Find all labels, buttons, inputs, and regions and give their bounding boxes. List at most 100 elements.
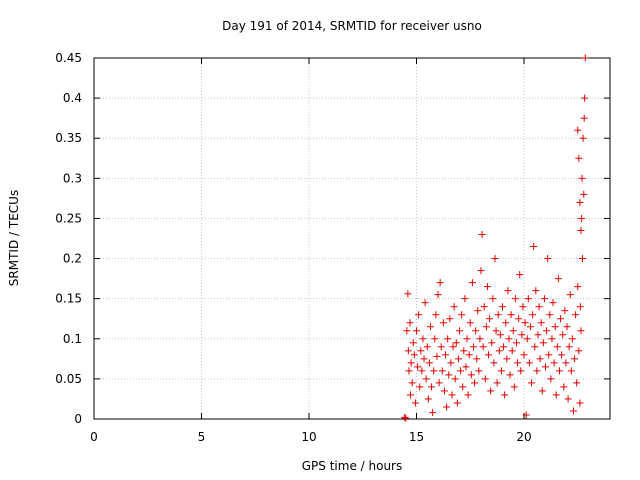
data-point [515,315,523,323]
data-point [448,391,456,399]
data-point [490,359,498,367]
data-point [468,279,476,287]
data-point [561,307,569,315]
data-point [562,359,570,367]
data-point [579,134,587,142]
data-point [525,359,533,367]
data-point [466,319,474,327]
data-point [421,299,429,307]
data-point [406,319,414,327]
data-point [569,407,577,415]
data-point [551,323,559,331]
data-point [443,403,451,411]
data-point [540,295,548,303]
y-tick-label: 0 [74,412,82,426]
data-point [425,359,433,367]
data-point [553,343,561,351]
data-point [482,323,490,331]
x-tick-label: 15 [409,430,424,444]
data-point [475,367,483,375]
data-point [459,383,467,391]
data-point [473,355,481,363]
data-point [507,311,515,319]
data-point [444,335,452,343]
data-point [432,311,440,319]
data-point [575,347,583,355]
data-point [578,255,586,263]
data-point [438,367,446,375]
data-point [405,367,413,375]
data-point [474,307,482,315]
x-tick-label: 20 [516,430,531,444]
data-point [437,343,445,351]
data-point [435,379,443,387]
data-point [580,114,588,122]
data-point [442,351,450,359]
x-tick-label: 5 [198,430,206,444]
data-point [518,331,526,339]
data-point [404,347,412,355]
data-point [424,395,432,403]
data-point [418,367,426,375]
y-tick-label: 0.4 [63,91,82,105]
data-point [414,363,422,371]
data-point [557,315,565,323]
data-point [500,343,508,351]
data-point [560,383,568,391]
data-point [494,311,502,319]
data-point [483,283,491,291]
data-point [504,287,512,295]
data-point [499,303,506,311]
x-tick-label: 0 [90,430,98,444]
data-point [512,339,520,347]
data-point [491,255,499,263]
data-point [516,271,524,279]
data-point [439,319,447,327]
data-point [533,367,541,375]
data-point [544,255,552,263]
data-point [571,355,579,363]
x-axis-label: GPS time / hours [302,459,403,473]
plot-area-frame [93,57,611,420]
data-point [501,391,509,399]
data-point [415,311,423,319]
data-point [538,387,546,395]
data-point [426,323,434,331]
data-point [423,343,431,351]
data-point [522,411,530,419]
data-point [505,335,513,343]
data-point [497,367,505,375]
data-point [419,335,427,343]
data-point [566,291,574,299]
data-point [429,409,437,417]
data-point [526,323,534,331]
data-point [521,319,529,327]
data-point [550,359,558,367]
data-point [489,295,497,303]
data-point [581,54,589,62]
data-point [453,399,461,407]
data-point [420,355,428,363]
data-point [469,343,477,351]
data-point [430,367,438,375]
data-point [493,379,501,387]
data-point [503,355,511,363]
data-point [535,303,543,311]
data-point [545,351,553,359]
data-point [573,379,581,387]
data-point [542,363,549,371]
data-point [552,391,560,399]
data-point [462,363,470,371]
data-point [477,267,485,275]
y-tick-label: 0.05 [55,372,82,386]
data-point [467,371,475,379]
data-point [434,291,442,299]
data-point [520,351,528,359]
data-point [575,154,583,162]
data-point [450,303,458,311]
chart-title: Day 191 of 2014, SRMTID for receiver usn… [222,19,482,33]
data-point [580,190,588,198]
data-point [528,379,536,387]
